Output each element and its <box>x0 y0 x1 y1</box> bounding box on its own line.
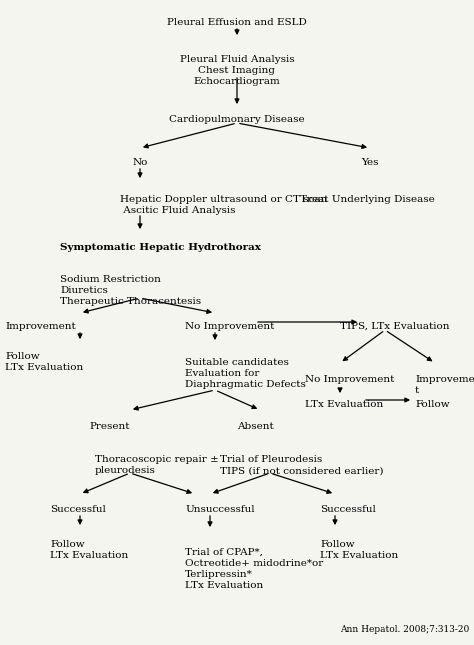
Text: Cardiopulmonary Disease: Cardiopulmonary Disease <box>169 115 305 124</box>
Text: No: No <box>132 158 148 167</box>
Text: Follow
LTx Evaluation: Follow LTx Evaluation <box>320 540 398 560</box>
Text: Successful: Successful <box>320 505 376 514</box>
Text: Hepatic Doppler ultrasound or CT scan
 Ascitic Fluid Analysis: Hepatic Doppler ultrasound or CT scan As… <box>120 195 327 215</box>
Text: Sodium Restriction
Diuretics
Therapeutic Thoracentesis: Sodium Restriction Diuretics Therapeutic… <box>60 275 201 306</box>
Text: Successful: Successful <box>50 505 106 514</box>
Text: Trial of CPAP*,
Octreotide+ midodrine*or
Terlipressin*
LTx Evaluation: Trial of CPAP*, Octreotide+ midodrine*or… <box>185 548 323 590</box>
Text: Follow: Follow <box>415 400 450 409</box>
Text: Improvemen
t: Improvemen t <box>415 375 474 395</box>
Text: Pleural Fluid Analysis
Chest Imaging
Echocardiogram: Pleural Fluid Analysis Chest Imaging Ech… <box>180 55 294 86</box>
Text: Absent: Absent <box>237 422 273 431</box>
Text: Unsuccessful: Unsuccessful <box>185 505 255 514</box>
Text: No Improvement: No Improvement <box>185 322 274 331</box>
Text: Pleural Effusion and ESLD: Pleural Effusion and ESLD <box>167 18 307 27</box>
Text: Ann Hepatol. 2008;7:313-20: Ann Hepatol. 2008;7:313-20 <box>340 625 469 634</box>
Text: Follow
LTx Evaluation: Follow LTx Evaluation <box>5 352 83 372</box>
Text: TIPS, LTx Evaluation: TIPS, LTx Evaluation <box>340 322 449 331</box>
Text: Follow
LTx Evaluation: Follow LTx Evaluation <box>50 540 128 560</box>
Text: LTx Evaluation: LTx Evaluation <box>305 400 383 409</box>
Text: Treat Underlying Disease: Treat Underlying Disease <box>300 195 435 204</box>
Text: No Improvement: No Improvement <box>305 375 394 384</box>
Text: Trial of Pleurodesis
TIPS (if not considered earlier): Trial of Pleurodesis TIPS (if not consid… <box>220 455 383 475</box>
Text: Thoracoscopic repair ±
pleurodesis: Thoracoscopic repair ± pleurodesis <box>95 455 219 475</box>
Text: Improvement: Improvement <box>5 322 76 331</box>
Text: Yes: Yes <box>361 158 379 167</box>
Text: Suitable candidates
Evaluation for
Diaphragmatic Defects: Suitable candidates Evaluation for Diaph… <box>185 358 306 389</box>
Text: Present: Present <box>90 422 130 431</box>
Text: Symptomatic Hepatic Hydrothorax: Symptomatic Hepatic Hydrothorax <box>60 243 261 252</box>
